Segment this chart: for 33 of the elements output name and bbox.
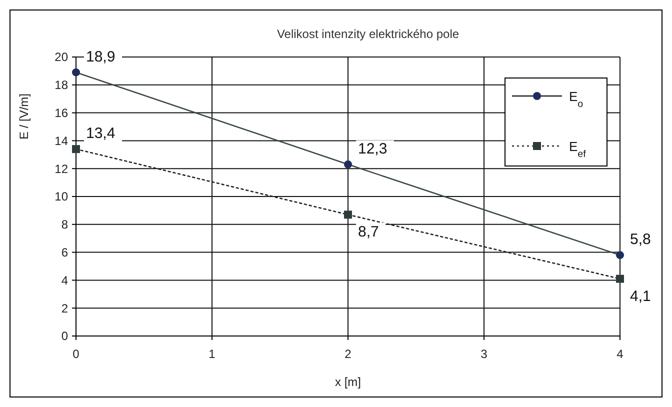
data-label: 12,3: [358, 140, 388, 158]
y-tick-label: 6: [61, 246, 68, 260]
y-tick-label: 0: [61, 329, 68, 344]
legend-label: E$_{o}$: [569, 89, 584, 110]
data-label: 18,9: [86, 48, 116, 66]
y-tick-label: 12: [54, 162, 68, 176]
y-tick-label: 10: [54, 190, 68, 204]
y-tick-label: 16: [54, 106, 68, 120]
point: [616, 251, 624, 260]
x-axis-title: x [m]: [335, 375, 361, 389]
point: [72, 145, 80, 154]
y-tick-label: 8: [61, 218, 68, 232]
x-tick-label: 0: [72, 347, 80, 361]
legend-label: E$_{ef}$: [569, 139, 586, 160]
data-label: 8,7: [358, 224, 379, 241]
point: [344, 160, 352, 168]
chart-title: Velikost intenzity elektrického pole: [276, 27, 460, 41]
x-tick-label: 1: [208, 347, 216, 361]
y-tick-label: 4: [61, 273, 68, 288]
x-tick-label: 2: [344, 347, 352, 361]
y-axis-title: E / [V/m]: [17, 93, 31, 140]
point: [616, 274, 624, 283]
point: [344, 210, 352, 219]
data-label: 5,8: [630, 231, 651, 248]
y-tick-label: 14: [54, 134, 68, 148]
y-tick-label: 20: [54, 50, 68, 64]
data-label: 13,4: [86, 125, 116, 142]
point: [72, 68, 80, 76]
x-tick-label: 3: [480, 347, 488, 361]
x-tick-label: 4: [616, 347, 624, 361]
y-tick-label: 2: [61, 301, 68, 316]
y-tick-label: 18: [54, 78, 68, 92]
data-label: 4,1: [630, 288, 651, 305]
